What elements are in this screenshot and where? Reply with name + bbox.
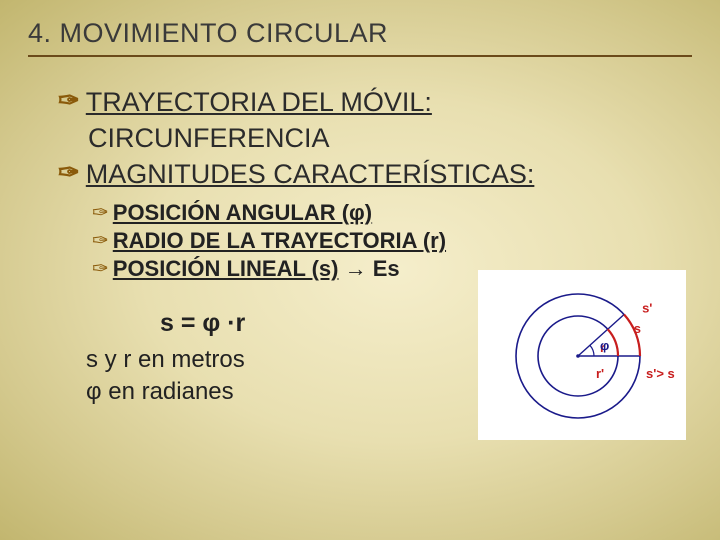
sub-text: RADIO DE LA TRAYECTORIA (r) (113, 227, 446, 255)
flourish-icon: ✑ (58, 157, 80, 187)
sub-radio: ✑ RADIO DE LA TRAYECTORIA (r) (92, 227, 692, 255)
circle-diagram: rr'φss's'> s (478, 270, 686, 440)
svg-text:r': r' (596, 366, 604, 381)
svg-text:φ: φ (600, 338, 609, 353)
svg-text:s': s' (642, 301, 652, 316)
svg-text:s: s (634, 321, 641, 336)
svg-text:s'> s: s'> s (646, 366, 675, 381)
flourish-icon: ✑ (58, 85, 80, 115)
bullet-trayectoria: ✑ TRAYECTORIA DEL MÓVIL: (58, 85, 692, 119)
bullet-text: TRAYECTORIA DEL MÓVIL: (86, 85, 432, 119)
title-underline (28, 55, 692, 57)
sub-text: POSICIÓN ANGULAR (φ) (113, 199, 372, 227)
bullet-continue: CIRCUNFERENCIA (58, 121, 692, 155)
flourish-icon: ✑ (92, 227, 109, 255)
flourish-icon: ✑ (92, 255, 109, 283)
level1-list: ✑ TRAYECTORIA DEL MÓVIL: CIRCUNFERENCIA … (28, 85, 692, 191)
sub-text: POSICIÓN LINEAL (s) → Es (113, 255, 400, 283)
flourish-icon: ✑ (92, 199, 109, 227)
sub-posicion-angular: ✑ POSICIÓN ANGULAR (φ) (92, 199, 692, 227)
bullet-text: MAGNITUDES CARACTERÍSTICAS: (86, 157, 535, 191)
slide-title: 4. MOVIMIENTO CIRCULAR (28, 18, 692, 53)
bullet-magnitudes: ✑ MAGNITUDES CARACTERÍSTICAS: (58, 157, 692, 191)
